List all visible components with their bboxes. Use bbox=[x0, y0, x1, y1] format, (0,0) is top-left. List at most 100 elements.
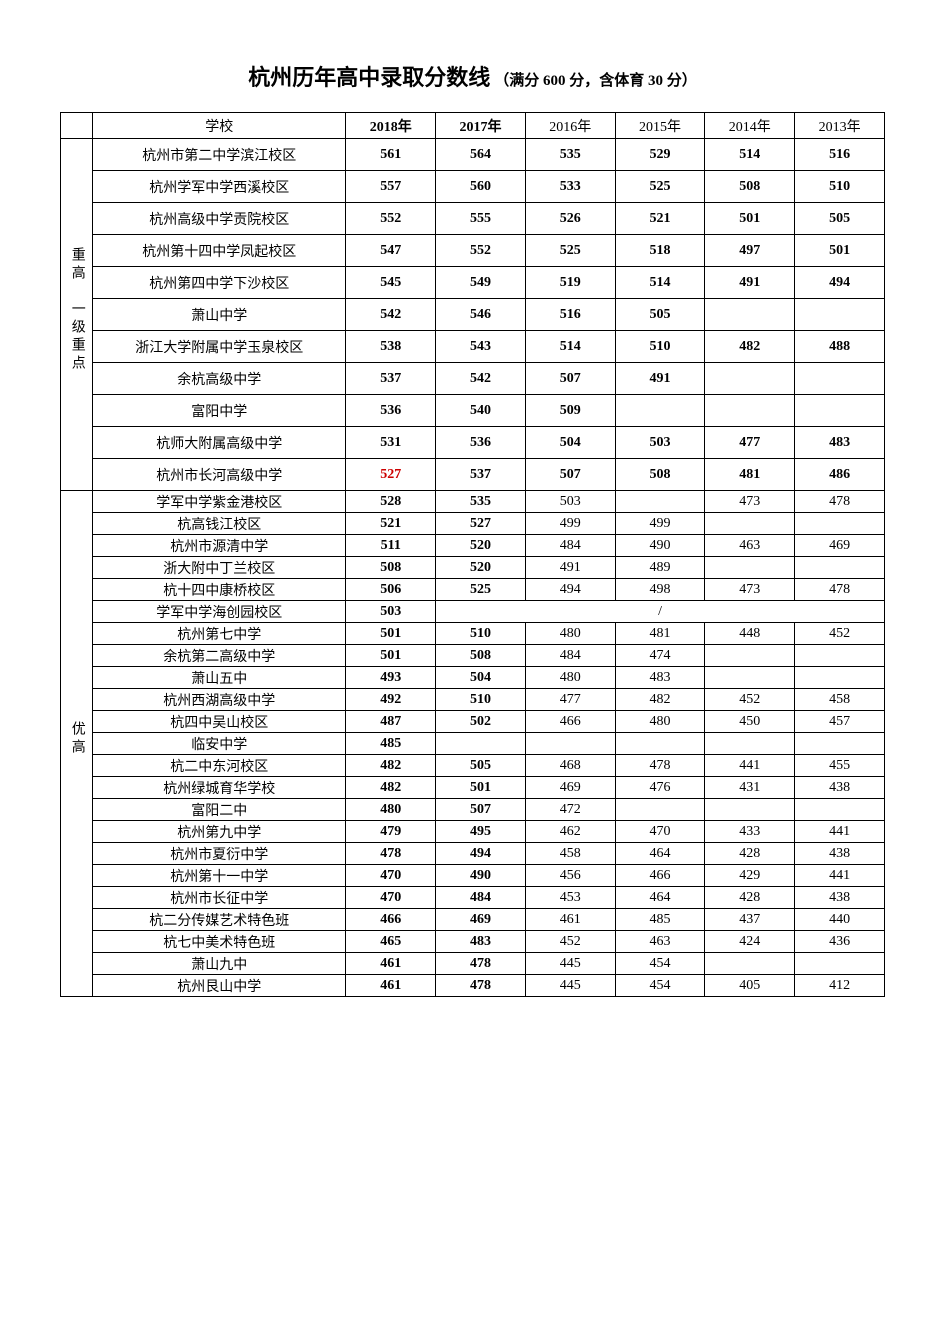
table-cell bbox=[705, 299, 795, 331]
table-cell: 480 bbox=[525, 667, 615, 689]
table-cell: 465 bbox=[346, 931, 436, 953]
table-cell: 464 bbox=[615, 887, 705, 909]
table-cell: 431 bbox=[705, 777, 795, 799]
table-cell: 杭州第四中学下沙校区 bbox=[93, 267, 346, 299]
table-row: 富阳二中480507472 bbox=[61, 799, 885, 821]
table-cell: 470 bbox=[346, 865, 436, 887]
table-cell: 501 bbox=[795, 235, 885, 267]
header-2014: 2014年 bbox=[705, 113, 795, 139]
table-cell: 480 bbox=[615, 711, 705, 733]
table-cell bbox=[615, 733, 705, 755]
table-cell: 浙大附中丁兰校区 bbox=[93, 557, 346, 579]
table-cell: 杭州第九中学 bbox=[93, 821, 346, 843]
table-row: 杭二中东河校区482505468478441455 bbox=[61, 755, 885, 777]
table-cell: 469 bbox=[436, 909, 526, 931]
table-cell: 494 bbox=[795, 267, 885, 299]
table-cell: 536 bbox=[436, 427, 526, 459]
table-row: 萧山中学542546516505 bbox=[61, 299, 885, 331]
table-cell bbox=[705, 799, 795, 821]
table-cell: 412 bbox=[795, 975, 885, 997]
table-cell: 516 bbox=[525, 299, 615, 331]
table-cell bbox=[436, 733, 526, 755]
header-2016: 2016年 bbox=[525, 113, 615, 139]
table-cell: 484 bbox=[436, 887, 526, 909]
table-cell: 478 bbox=[436, 975, 526, 997]
table-cell: 436 bbox=[795, 931, 885, 953]
table-cell: 505 bbox=[436, 755, 526, 777]
table-row: 优高学军中学紫金港校区528535503473478 bbox=[61, 491, 885, 513]
table-cell bbox=[795, 645, 885, 667]
table-row: 萧山五中493504480483 bbox=[61, 667, 885, 689]
table-cell: 508 bbox=[436, 645, 526, 667]
header-school: 学校 bbox=[93, 113, 346, 139]
table-cell: 483 bbox=[615, 667, 705, 689]
table-row: 杭州艮山中学461478445454405412 bbox=[61, 975, 885, 997]
table-row: 杭州市夏衍中学478494458464428438 bbox=[61, 843, 885, 865]
table-cell: 501 bbox=[346, 623, 436, 645]
header-blank bbox=[61, 113, 93, 139]
table-cell: 富阳二中 bbox=[93, 799, 346, 821]
table-cell: 499 bbox=[615, 513, 705, 535]
table-cell: 501 bbox=[436, 777, 526, 799]
table-cell: 448 bbox=[705, 623, 795, 645]
table-cell: 469 bbox=[795, 535, 885, 557]
table-cell: 531 bbox=[346, 427, 436, 459]
group-label-1: 重高 一级重点 bbox=[61, 139, 93, 491]
table-cell: 564 bbox=[436, 139, 526, 171]
table-cell: 510 bbox=[795, 171, 885, 203]
table-cell: 437 bbox=[705, 909, 795, 931]
table-cell: 535 bbox=[436, 491, 526, 513]
table-cell: 杭州艮山中学 bbox=[93, 975, 346, 997]
table-row: 杭州市源清中学511520484490463469 bbox=[61, 535, 885, 557]
table-row: 杭七中美术特色班465483452463424436 bbox=[61, 931, 885, 953]
table-cell: 485 bbox=[346, 733, 436, 755]
table-cell bbox=[795, 513, 885, 535]
table-cell: 杭州市第二中学滨江校区 bbox=[93, 139, 346, 171]
table-cell: 474 bbox=[615, 645, 705, 667]
table-cell: 440 bbox=[795, 909, 885, 931]
table-cell: 510 bbox=[615, 331, 705, 363]
table-cell: 478 bbox=[615, 755, 705, 777]
table-cell: 482 bbox=[705, 331, 795, 363]
table-cell: 480 bbox=[525, 623, 615, 645]
table-cell: 杭师大附属高级中学 bbox=[93, 427, 346, 459]
table-cell: 学军中学紫金港校区 bbox=[93, 491, 346, 513]
table-row: 杭四中吴山校区487502466480450457 bbox=[61, 711, 885, 733]
table-cell: 479 bbox=[346, 821, 436, 843]
table-cell: 438 bbox=[795, 777, 885, 799]
table-cell: 552 bbox=[436, 235, 526, 267]
table-cell: 424 bbox=[705, 931, 795, 953]
table-cell: 527 bbox=[346, 459, 436, 491]
table-cell: 454 bbox=[615, 953, 705, 975]
table-cell: 482 bbox=[346, 755, 436, 777]
table-cell: 497 bbox=[705, 235, 795, 267]
table-cell: 杭州第七中学 bbox=[93, 623, 346, 645]
table-cell: 466 bbox=[615, 865, 705, 887]
table-row: 杭州第十一中学470490456466429441 bbox=[61, 865, 885, 887]
table-cell: 433 bbox=[705, 821, 795, 843]
table-cell bbox=[795, 667, 885, 689]
table-cell: 441 bbox=[795, 821, 885, 843]
table-cell: 470 bbox=[615, 821, 705, 843]
table-cell: 503 bbox=[615, 427, 705, 459]
table-cell bbox=[795, 799, 885, 821]
table-cell: 501 bbox=[346, 645, 436, 667]
table-cell: 469 bbox=[525, 777, 615, 799]
table-cell: 501 bbox=[705, 203, 795, 235]
table-cell bbox=[615, 799, 705, 821]
table-cell: 495 bbox=[436, 821, 526, 843]
table-cell: 535 bbox=[525, 139, 615, 171]
table-cell: 498 bbox=[615, 579, 705, 601]
table-cell: 478 bbox=[795, 579, 885, 601]
table-cell: 杭州学军中学西溪校区 bbox=[93, 171, 346, 203]
table-cell: 490 bbox=[615, 535, 705, 557]
table-cell: 483 bbox=[795, 427, 885, 459]
table-cell bbox=[795, 299, 885, 331]
table-cell: 452 bbox=[705, 689, 795, 711]
table-cell: 508 bbox=[615, 459, 705, 491]
page-subtitle: （满分 600 分，含体育 30 分） bbox=[494, 73, 697, 89]
table-cell: 489 bbox=[615, 557, 705, 579]
table-cell: 503 bbox=[346, 601, 436, 623]
table-cell bbox=[525, 733, 615, 755]
table-cell: 杭十四中康桥校区 bbox=[93, 579, 346, 601]
